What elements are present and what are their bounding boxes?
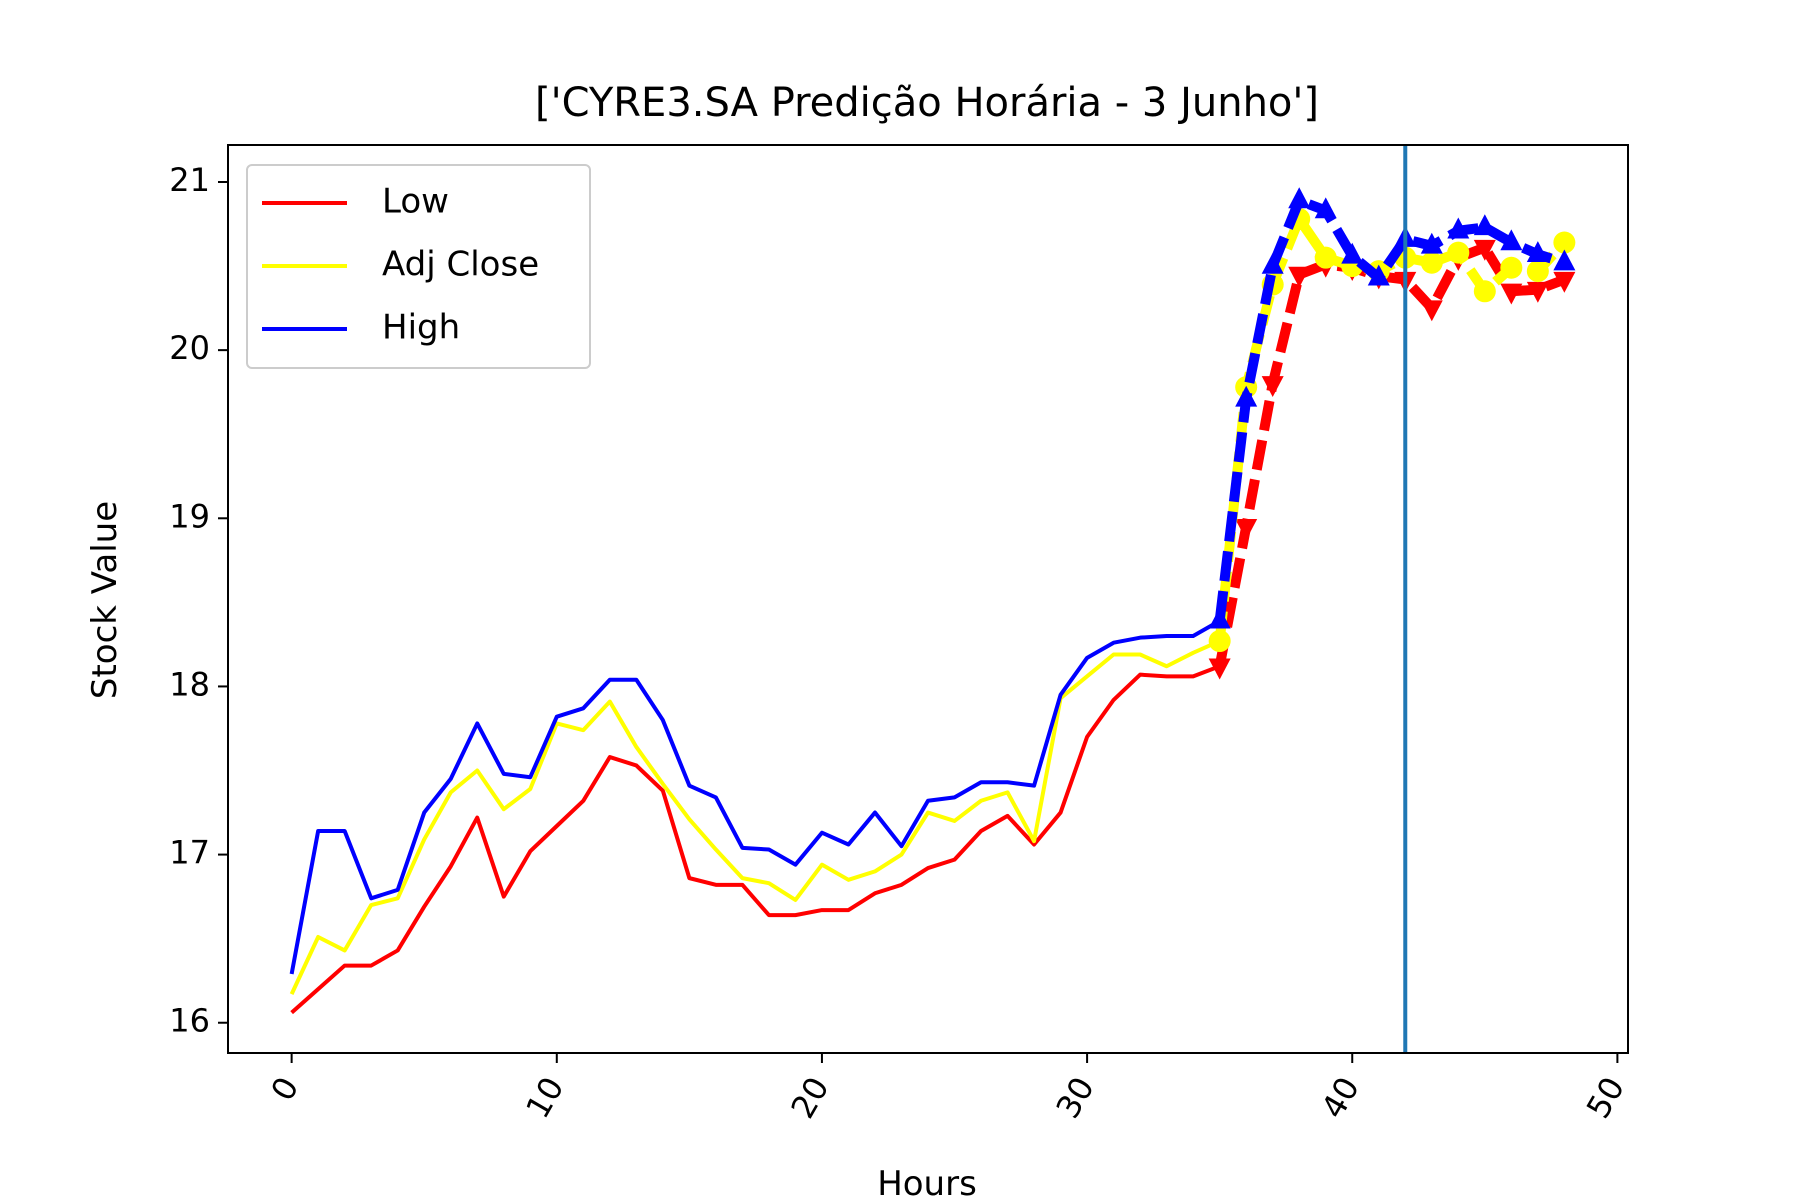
plot-content: [289, 145, 1576, 1053]
prediction-point-low: [1553, 271, 1576, 293]
prediction-point-adj-close: [1208, 630, 1231, 653]
prediction-point-high: [1553, 249, 1576, 271]
prediction-point-low: [1261, 376, 1284, 397]
prediction-point-low: [1208, 658, 1231, 680]
legend: Low Adj Close High: [246, 164, 591, 369]
prediction-point-low: [1420, 300, 1443, 322]
legend-label: Low: [382, 182, 449, 222]
series-line-adj-close: [289, 639, 1221, 995]
legend-box: [246, 164, 591, 369]
chart-title: ['CYRE3.SA Predição Horária - 3 Junho']: [535, 80, 1319, 126]
prediction-point-high: [1526, 241, 1549, 262]
prediction-point-high: [1235, 385, 1258, 407]
prediction-point-high: [1420, 232, 1443, 254]
prediction-point-low: [1288, 266, 1311, 288]
prediction-point-adj-close: [1500, 256, 1523, 279]
y-axis-label: Stock Value: [85, 501, 125, 699]
prediction-point-low: [1473, 239, 1496, 261]
prediction-point-adj-close: [1526, 260, 1549, 283]
prediction-point-high: [1367, 264, 1390, 286]
prediction-point-low: [1500, 283, 1523, 305]
prediction-point-adj-close: [1473, 280, 1496, 303]
y-tick-label: 20: [169, 329, 210, 367]
series-line-high: [289, 619, 1221, 975]
y-tick-label: 17: [169, 834, 210, 872]
prediction-point-high: [1208, 607, 1231, 629]
legend-label: High: [382, 308, 460, 348]
prediction-point-high: [1500, 229, 1523, 251]
y-tick-label: 16: [169, 1002, 210, 1040]
prediction-point-high: [1314, 197, 1337, 219]
prediction-point-high: [1447, 217, 1470, 239]
prediction-point-high: [1261, 252, 1284, 274]
y-tick-label: 21: [169, 161, 210, 199]
prediction-line-low: [1214, 242, 1567, 668]
y-tick-label: 18: [169, 665, 210, 703]
prediction-point-low: [1526, 281, 1549, 303]
prediction-point-adj-close: [1447, 241, 1470, 264]
x-axis-label: Hours: [877, 1164, 977, 1200]
series-line-low: [290, 664, 1221, 1015]
prediction-point-high: [1288, 187, 1311, 209]
legend-label: Adj Close: [382, 245, 539, 285]
prediction-point-high: [1341, 242, 1364, 264]
prediction-point-adj-close: [1420, 251, 1443, 274]
prediction-point-low: [1235, 518, 1258, 540]
prediction-point-high: [1473, 214, 1496, 236]
prediction-point-adj-close: [1553, 231, 1576, 254]
y-tick-label: 19: [169, 497, 210, 535]
plot-frame: [227, 144, 1629, 1054]
prediction-point-adj-close: [1314, 246, 1337, 269]
